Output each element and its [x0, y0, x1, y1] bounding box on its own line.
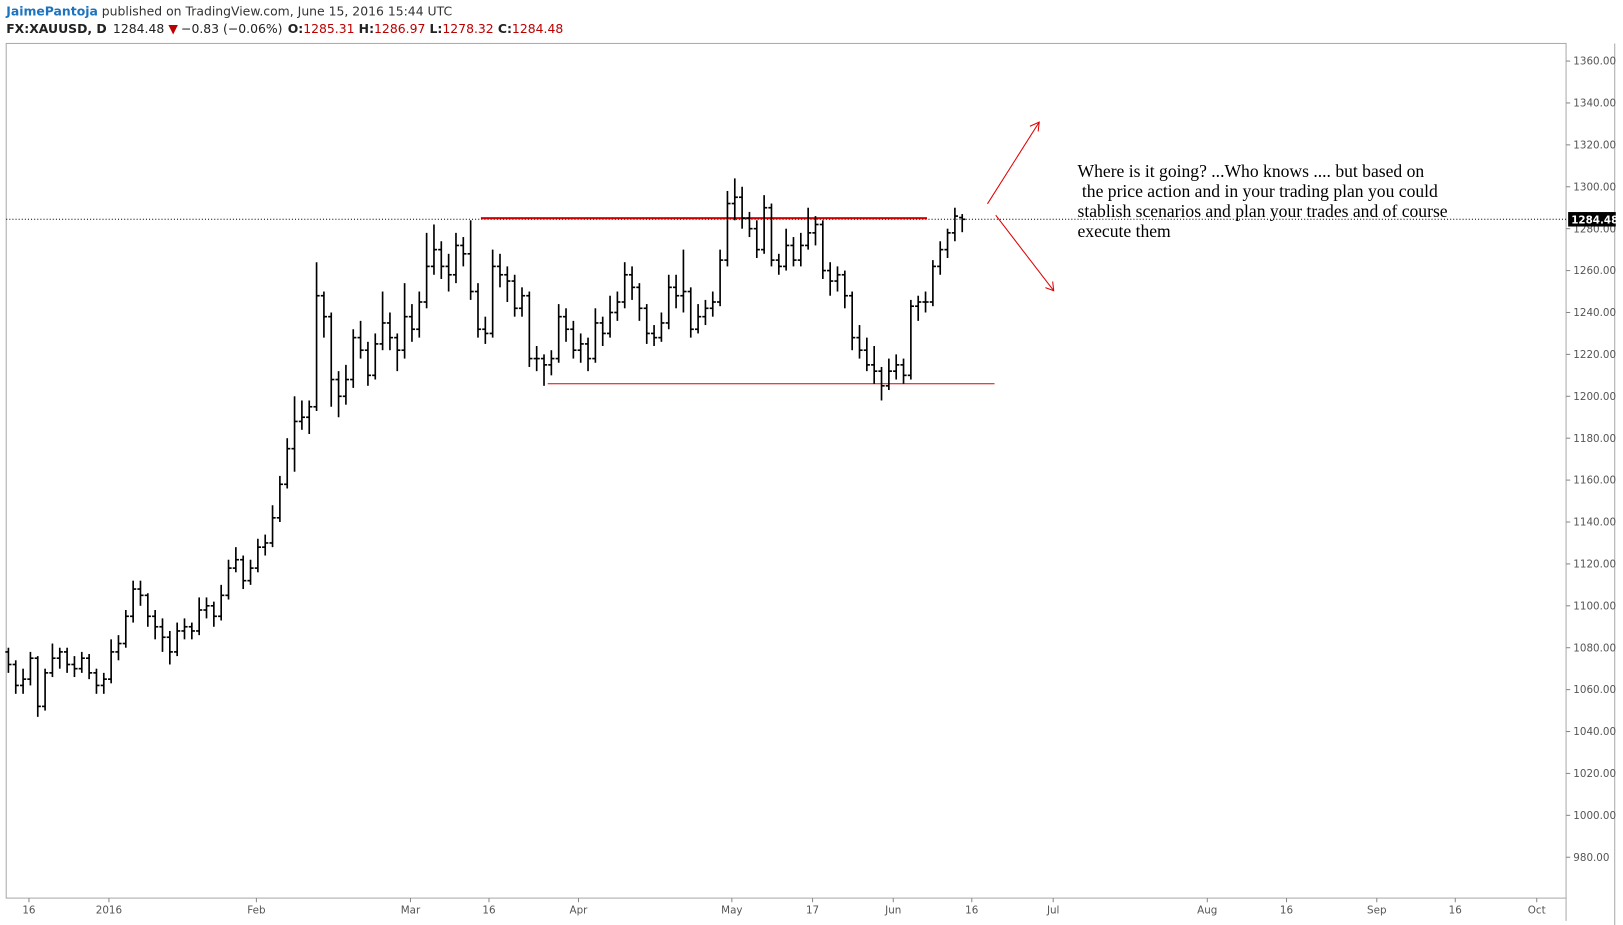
arrow-up-head: [1029, 121, 1040, 132]
y-tick-label: 1340.00: [1573, 98, 1616, 110]
author[interactable]: JaimePantoja: [5, 4, 98, 19]
y-tick-label: 1200.00: [1573, 391, 1616, 403]
header-line1: JaimePantoja published on TradingView.co…: [5, 4, 452, 19]
y-tick-label: 1020.00: [1573, 768, 1616, 780]
close-value: 1284.48: [512, 21, 563, 36]
last-price-label: 1284.48: [1571, 214, 1618, 226]
y-tick-label: 1360.00: [1573, 56, 1616, 68]
y-tick-label: 1060.00: [1573, 684, 1616, 696]
x-tick-label: 16: [1449, 905, 1462, 917]
y-tick-label: 1120.00: [1573, 559, 1616, 571]
symbol: FX:XAUUSD, D: [6, 21, 107, 36]
y-tick-label: 1220.00: [1573, 349, 1616, 361]
x-tick-label: 17: [806, 905, 819, 917]
close-label: C:: [498, 21, 512, 36]
open-label: O:: [288, 21, 304, 36]
arrow-up: [987, 121, 1040, 205]
y-tick-label: 1000.00: [1573, 810, 1616, 822]
y-tick-label: 1180.00: [1573, 433, 1616, 445]
y-tick-label: 1240.00: [1573, 307, 1616, 319]
down-arrow: ▼: [168, 21, 178, 36]
y-tick-label: 1100.00: [1573, 600, 1616, 612]
y-tick-label: 1160.00: [1573, 475, 1616, 487]
x-tick-label: Jul: [1046, 905, 1059, 917]
x-tick-label: 2016: [96, 905, 122, 917]
y-tick-label: 1280.00: [1573, 223, 1616, 235]
y-tick-label: 1300.00: [1573, 181, 1616, 193]
published: published on TradingView.com, June 15, 2…: [98, 4, 452, 19]
y-tick-label: 980.00: [1573, 852, 1609, 864]
x-tick-label: Sep: [1367, 905, 1386, 917]
last-price: 1284.48: [113, 21, 164, 36]
x-tick-label: 16: [22, 905, 35, 917]
x-tick-label: Apr: [570, 905, 589, 917]
x-tick-label: May: [721, 905, 742, 917]
annotation-line: Where is it going? ...Who knows .... but…: [1078, 161, 1425, 181]
x-tick-label: 16: [482, 905, 495, 917]
x-tick-label: 16: [965, 905, 978, 917]
annotation-line: the price action and in your trading pla…: [1078, 181, 1439, 201]
annotation-line: execute them: [1078, 221, 1172, 241]
x-tick-label: Feb: [247, 905, 265, 917]
y-tick-label: 1140.00: [1573, 517, 1616, 529]
x-tick-label: Jun: [884, 905, 901, 917]
arrow-down: [995, 214, 1055, 292]
arrows: [987, 121, 1055, 292]
open-value: 1285.31: [303, 21, 354, 36]
high-value: 1286.97: [374, 21, 425, 36]
last-price-box: [1568, 212, 1616, 227]
arrow-down-head: [1045, 281, 1055, 292]
y-tick-label: 1260.00: [1573, 265, 1616, 277]
x-tick-label: Mar: [401, 905, 421, 917]
header-line2: FX:XAUUSD, D 1284.48 ▼ −0.83 (−0.06%) O:1285…: [6, 21, 563, 36]
x-tick-label: Aug: [1197, 905, 1217, 917]
low-label: L:: [430, 21, 443, 36]
y-tick-label: 1040.00: [1573, 726, 1616, 738]
change: −0.83 (−0.06%): [181, 21, 282, 36]
low-value: 1278.32: [442, 21, 493, 36]
high-label: H:: [359, 21, 374, 36]
x-tick-label: 16: [1280, 905, 1293, 917]
plot-frame: [5, 42, 1567, 899]
x-tick-label: Oct: [1528, 905, 1546, 917]
y-tick-label: 1080.00: [1573, 642, 1616, 654]
annotation-line: stablish scenarios and plan your trades …: [1078, 201, 1448, 221]
y-tick-label: 1320.00: [1573, 139, 1616, 151]
